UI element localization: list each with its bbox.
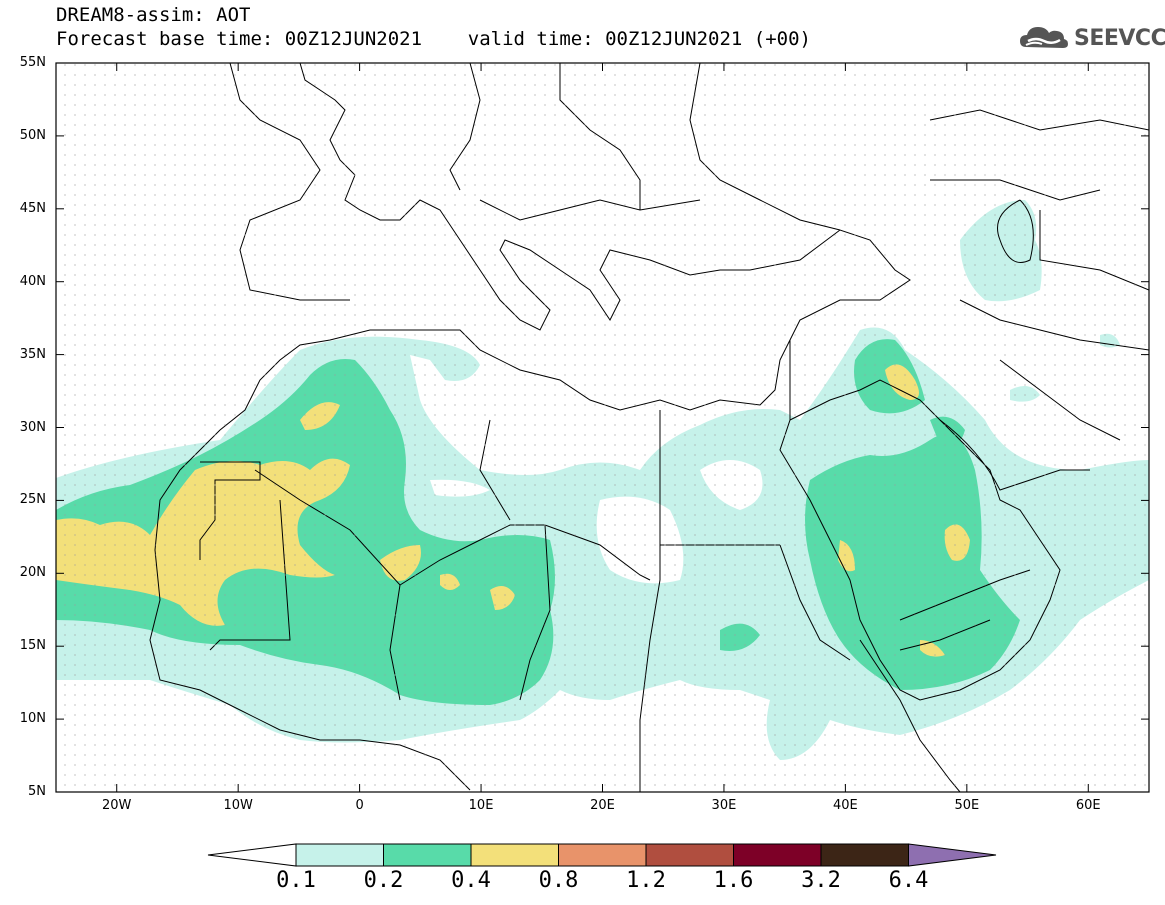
colorbar-level-label: 0.8 — [538, 868, 579, 893]
lat-tick-label: 30N — [19, 419, 46, 435]
lat-tick-label: 45N — [19, 200, 46, 216]
lon-tick-label: 0 — [355, 798, 364, 813]
colorbar-segment — [733, 843, 822, 867]
lon-tick-label: 10W — [223, 798, 253, 813]
lat-tick-label: 5N — [28, 784, 46, 799]
colorbar-level-label: 1.6 — [713, 868, 754, 893]
lat-tick-label: 20N — [19, 565, 46, 581]
colorbar-segment — [820, 843, 909, 867]
colorbar-level-label: 6.4 — [888, 868, 929, 893]
colorbar-segment — [470, 843, 559, 867]
lat-tick-label: 25N — [19, 492, 46, 508]
lat-tick-label: 15N — [19, 638, 46, 654]
cloud-icon — [1020, 27, 1068, 48]
lon-tick-label: 40E — [832, 798, 858, 813]
colorbar-level-label: 3.2 — [801, 868, 841, 893]
seevccc-logo: SEEVCCC — [1018, 20, 1165, 56]
forecast-time-line: Forecast base time: 00Z12JUN2021 valid t… — [56, 28, 811, 50]
lat-tick-label: 40N — [19, 273, 46, 289]
colorbar-segment — [645, 843, 734, 867]
lon-tick-label: 20E — [590, 798, 615, 813]
lat-tick-label: 10N — [19, 711, 46, 727]
lon-tick-label: 10E — [468, 798, 494, 813]
colorbar-level-label: 0.2 — [363, 868, 404, 893]
colorbar-segment — [558, 843, 647, 867]
lon-tick-label: 20W — [102, 798, 132, 813]
lat-tick-label: 50N — [19, 127, 46, 143]
colorbar-over-triangle — [908, 843, 997, 867]
lon-tick-label: 60E — [1075, 798, 1101, 813]
map-title: DREAM8-assim: AOT — [56, 4, 251, 26]
colorbar-segment — [295, 843, 384, 867]
lon-tick-label: 50E — [954, 798, 980, 813]
lat-tick-label: 35N — [19, 346, 46, 362]
colorbar-segment — [383, 843, 472, 867]
colorbar-under-triangle — [207, 843, 297, 867]
colorbar-level-label: 0.4 — [451, 868, 491, 893]
lat-tick-label: 55N — [19, 55, 46, 70]
logo-text: SEEVCCC — [1074, 25, 1165, 51]
colorbar-level-label: 0.1 — [276, 868, 316, 893]
lon-tick-label: 30E — [711, 798, 737, 813]
colorbar-level-label: 1.2 — [626, 868, 666, 893]
